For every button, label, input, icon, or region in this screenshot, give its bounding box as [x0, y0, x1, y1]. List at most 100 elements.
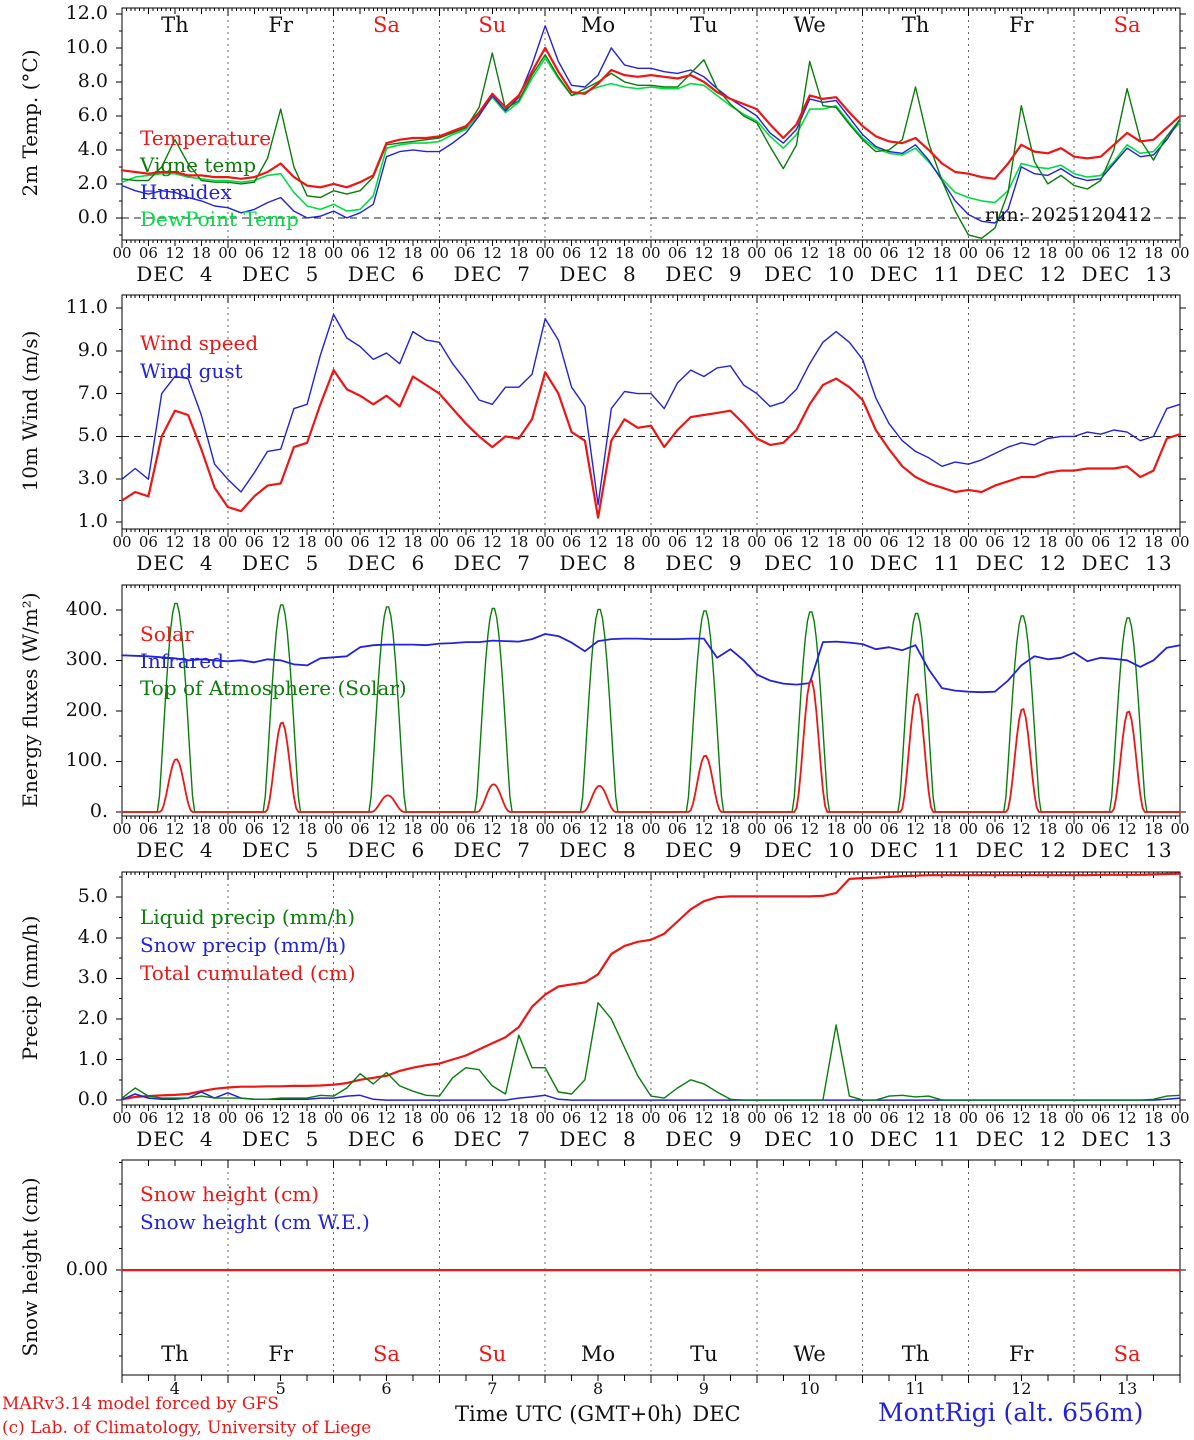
x-tick-label: 00: [1170, 533, 1190, 551]
x-tick-label: 06: [350, 244, 370, 262]
x-tick-label: 18: [720, 533, 740, 551]
x-tick-label: 18: [403, 1109, 423, 1127]
x-tick-label: 00: [853, 1109, 873, 1127]
x-tick-label: 18: [191, 1109, 211, 1127]
x-tick-label: 00: [641, 1109, 661, 1127]
legend-snow-precip-mm-h-: Snow precip (mm/h): [140, 933, 347, 957]
x-tick-label: 06: [138, 244, 158, 262]
date-label: DEC 12: [975, 838, 1067, 862]
x-tick-label: 18: [509, 1109, 529, 1127]
date-label: DEC 8: [559, 1127, 637, 1151]
x-tick-label: 12: [1011, 1109, 1031, 1127]
x-tick-label: 00: [958, 533, 978, 551]
x-tick-label: 18: [509, 244, 529, 262]
day-name-label: We: [793, 13, 826, 37]
x-tick-label: 12: [694, 244, 714, 262]
x-tick-label: 06: [562, 820, 582, 838]
x-tick-label: 06: [985, 820, 1005, 838]
x-tick-label: 12: [376, 820, 397, 838]
day-number-label: 11: [905, 1379, 926, 1398]
x-tick-label: 00: [429, 1109, 449, 1127]
x-tick-label: 18: [932, 533, 952, 551]
y-tick-label: 400.: [65, 597, 108, 620]
y-tick-label: 0.0: [77, 205, 108, 228]
x-tick-label: 12: [482, 820, 502, 838]
x-tick-label: 00: [324, 244, 344, 262]
date-label: DEC 8: [559, 551, 637, 575]
x-tick-label: 12: [271, 244, 291, 262]
y-tick-label: 100.: [65, 749, 108, 772]
x-tick-label: 12: [482, 1109, 502, 1127]
day-name-label: Sa: [1113, 13, 1141, 37]
x-tick-label: 06: [773, 533, 793, 551]
x-tick-label: 06: [1091, 820, 1111, 838]
x-tick-label: 18: [1038, 820, 1058, 838]
y-tick-label: 3.0: [77, 467, 108, 490]
y-axis-title: 10m Wind (m/s): [18, 330, 42, 492]
legend-humidex: Humidex: [140, 180, 232, 204]
x-tick-label: 12: [905, 244, 926, 262]
x-tick-label: 06: [244, 1109, 264, 1127]
date-label: DEC 8: [559, 838, 637, 862]
x-tick-label: 12: [694, 820, 714, 838]
x-tick-label: 00: [535, 533, 555, 551]
day-name-label: Su: [478, 1342, 507, 1366]
x-tick-label: 06: [1091, 1109, 1111, 1127]
x-tick-label: 00: [429, 244, 449, 262]
x-tick-label: 06: [879, 820, 899, 838]
x-tick-label: 00: [641, 820, 661, 838]
x-tick-label: 06: [985, 533, 1005, 551]
x-tick-label: 00: [1170, 820, 1190, 838]
x-tick-label: 00: [747, 244, 767, 262]
x-tick-label: 12: [588, 533, 608, 551]
x-tick-label: 00: [429, 820, 449, 838]
x-tick-label: 00: [218, 1109, 238, 1127]
y-tick-label: 5.0: [77, 885, 108, 908]
y-tick-label: 2.0: [77, 1006, 108, 1029]
x-tick-label: 00: [747, 820, 767, 838]
x-tick-label: 00: [641, 533, 661, 551]
legend-dewpoint-temp: DewPoint Temp: [140, 207, 299, 231]
day-name-label: Th: [161, 13, 189, 37]
x-tick-label: 00: [853, 820, 873, 838]
x-tick-label: 18: [1144, 1109, 1164, 1127]
x-tick-label: 18: [191, 533, 211, 551]
x-tick-label: 00: [535, 820, 555, 838]
date-label: DEC 9: [665, 262, 743, 286]
y-axis-title: Precip (mm/h): [18, 915, 42, 1060]
x-tick-label: 06: [667, 1109, 687, 1127]
date-label: DEC 9: [665, 551, 743, 575]
x-tick-label: 00: [535, 244, 555, 262]
date-label: DEC 5: [241, 262, 320, 286]
legend-vigne-temp: Vigne temp: [140, 153, 257, 177]
x-tick-label: 00: [324, 820, 344, 838]
x-tick-label: 06: [456, 533, 476, 551]
x-tick-label: 18: [615, 1109, 635, 1127]
date-label: DEC 10: [764, 1127, 856, 1151]
x-tick-label: 00: [112, 533, 132, 551]
x-tick-label: 18: [191, 244, 211, 262]
x-tick-label: 12: [905, 1109, 926, 1127]
day-number-label: 12: [1011, 1379, 1032, 1398]
x-tick-label: 18: [403, 820, 423, 838]
legend-solar: Solar: [140, 622, 194, 646]
x-tick-label: 06: [879, 1109, 899, 1127]
x-tick-label: 18: [403, 533, 423, 551]
day-number-label: 7: [487, 1379, 498, 1398]
day-name-label: Sa: [373, 1342, 400, 1366]
x-tick-label: 18: [720, 820, 740, 838]
date-label: DEC 11: [869, 551, 962, 575]
x-tick-label: 12: [165, 533, 185, 551]
date-label: DEC 11: [869, 262, 962, 286]
x-tick-label: 12: [1117, 820, 1137, 838]
legend-temperature: Temperature: [140, 126, 272, 150]
x-tick-label: 18: [509, 533, 529, 551]
date-label: DEC 7: [453, 262, 531, 286]
day-number-label: 13: [1116, 1379, 1138, 1398]
x-tick-label: 18: [826, 820, 846, 838]
day-name-label: Su: [478, 13, 507, 37]
y-tick-label: 4.0: [77, 137, 108, 160]
x-tick-label: 06: [773, 1109, 793, 1127]
day-name-label: Mo: [581, 13, 616, 37]
